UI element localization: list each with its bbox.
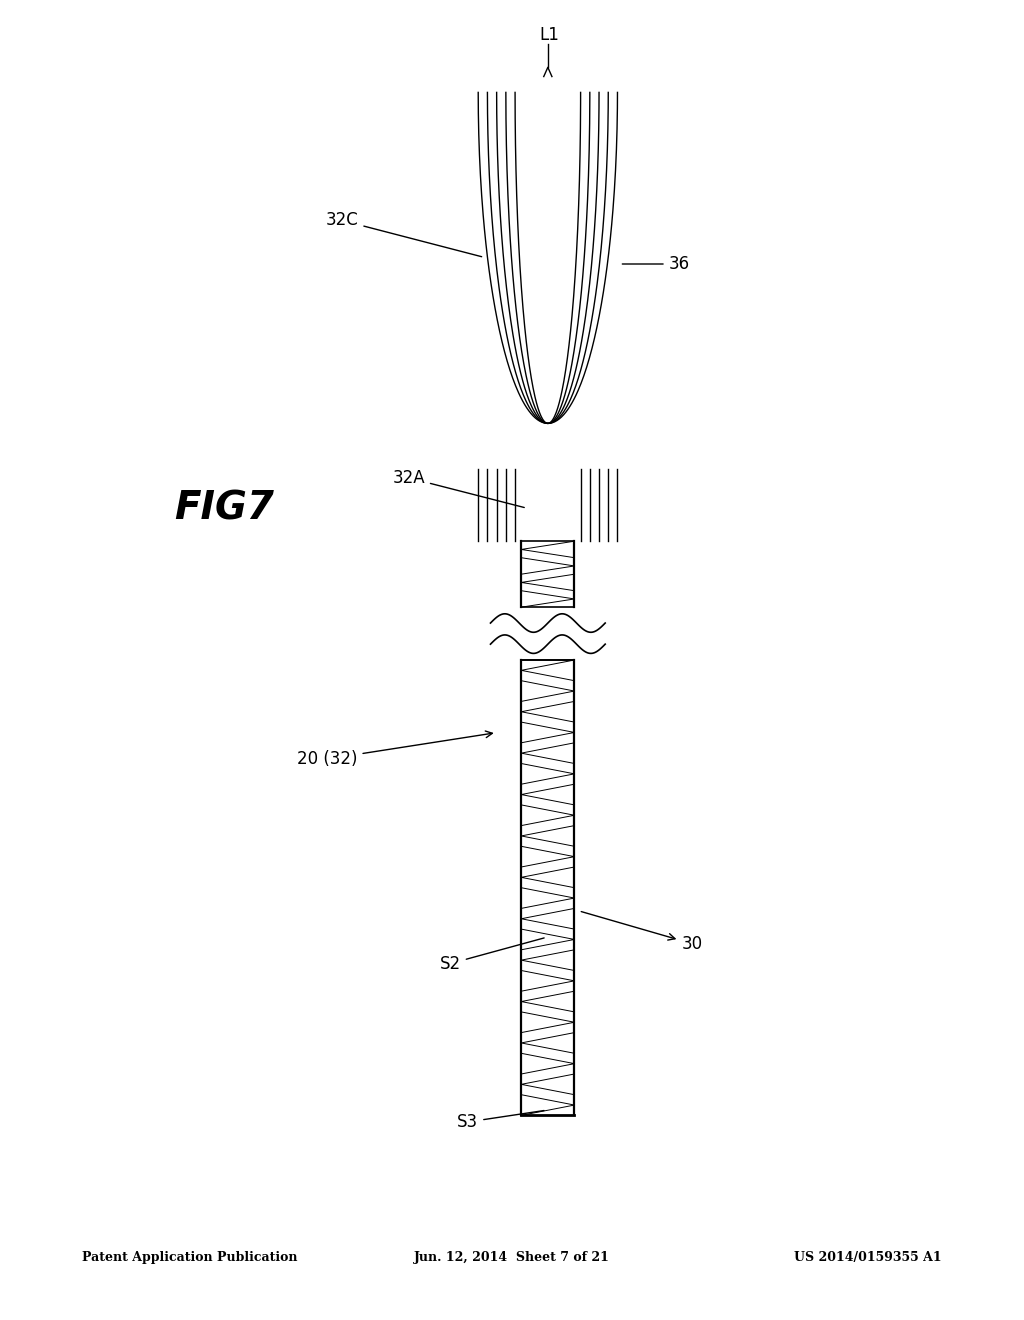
Text: 36: 36 (623, 255, 690, 273)
Text: US 2014/0159355 A1: US 2014/0159355 A1 (795, 1251, 942, 1265)
Text: 20 (32): 20 (32) (297, 731, 493, 768)
Text: S2: S2 (439, 939, 544, 973)
Bar (521, 541, 574, 607)
Text: 32A: 32A (392, 469, 524, 507)
Text: FIG7: FIG7 (174, 490, 274, 527)
Text: Patent Application Publication: Patent Application Publication (82, 1251, 297, 1265)
Text: L1: L1 (539, 26, 559, 45)
Bar (521, 660, 574, 1115)
Text: S3: S3 (457, 1110, 544, 1131)
Text: Jun. 12, 2014  Sheet 7 of 21: Jun. 12, 2014 Sheet 7 of 21 (414, 1251, 610, 1265)
Text: 30: 30 (582, 912, 703, 953)
Text: 32C: 32C (326, 211, 481, 256)
